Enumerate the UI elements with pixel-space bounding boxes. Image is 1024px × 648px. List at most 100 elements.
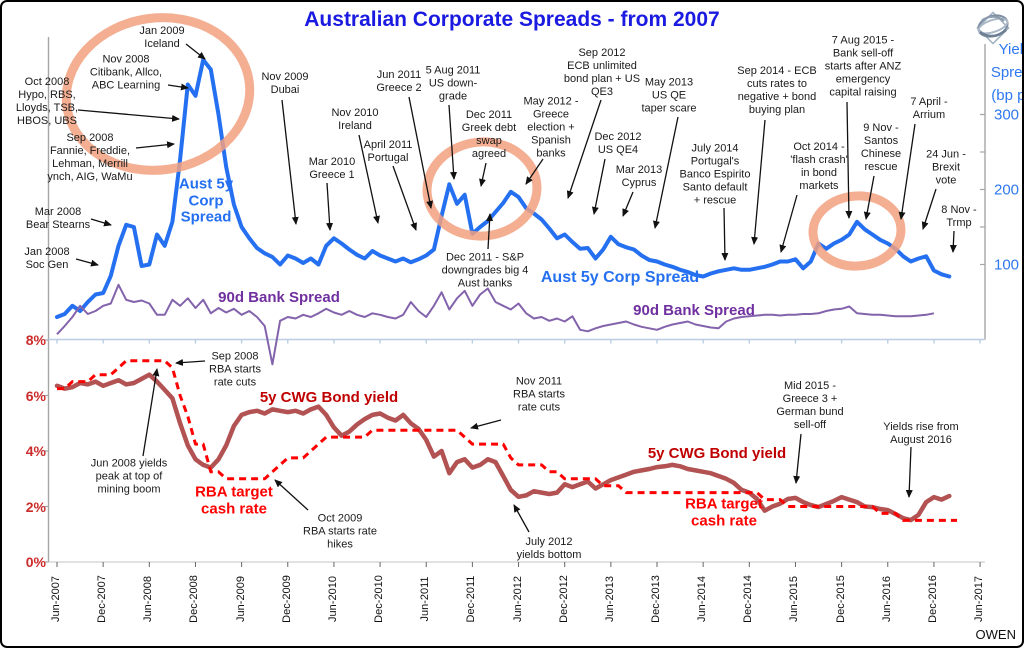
x-axis-label: Dec-2009 bbox=[280, 575, 293, 623]
right-axis-title-line1: Yield bbox=[998, 41, 1024, 58]
annotation: 7 April - Arrium bbox=[910, 96, 948, 121]
x-axis-label: Jun-2008 bbox=[142, 576, 155, 622]
right-axis-title-line2: Spread bbox=[990, 64, 1023, 81]
series-aust-5y-corp-spread bbox=[55, 57, 952, 319]
annotation-arrow bbox=[274, 479, 309, 511]
annotation: July 2014 Portugal's Banco Espirito Sant… bbox=[679, 142, 751, 207]
annotation: Yields rise from August 2016 bbox=[883, 421, 959, 446]
x-axis-label: Jun-2007 bbox=[50, 576, 62, 622]
annotation-arrow bbox=[525, 158, 544, 185]
left-axis-label: 4% bbox=[25, 443, 46, 459]
x-axis-label: Jun-2011 bbox=[419, 576, 432, 622]
annotation-arrow bbox=[90, 218, 112, 227]
annotation: Sep 2014 - ECB cuts rates to negative + … bbox=[737, 65, 817, 116]
annotation-arrow bbox=[167, 83, 189, 91]
annotation-arrow bbox=[779, 194, 798, 253]
annotation-arrow bbox=[392, 165, 417, 231]
annotation-arrow bbox=[905, 446, 913, 498]
x-axis-label: Jun-2017 bbox=[973, 576, 986, 622]
series-label: RBA target cash rate bbox=[685, 495, 763, 529]
annotation-arrow bbox=[479, 162, 487, 187]
annotation-arrow bbox=[622, 191, 634, 217]
annotation: Oct 2008 Hypo, RBS, Lloyds, TSB, HBOS, U… bbox=[15, 76, 79, 127]
annotation: 7 Aug 2015 - Bank sell-off starts after … bbox=[824, 34, 902, 99]
annotation: May 2012 - Greece election + Spanish ban… bbox=[523, 95, 579, 160]
x-axis-label: Dec-2014 bbox=[742, 575, 755, 623]
series-label: 90d Bank Spread bbox=[218, 288, 340, 306]
annotation: Jun 2011 Greece 2 bbox=[376, 69, 422, 94]
annotation: Dec 2012 US QE4 bbox=[594, 131, 642, 156]
annotation: Sep 2008 Fannie, Freddie, Lehman, Merril… bbox=[47, 132, 133, 183]
annotation-arrow bbox=[448, 104, 458, 180]
series-label: 5y CWG Bond yield bbox=[647, 444, 787, 462]
annotation-arrow bbox=[721, 207, 729, 261]
series-5y-cwg-bond-yield bbox=[54, 372, 952, 523]
x-axis-label: Dec-2013 bbox=[650, 575, 662, 623]
annotation-arrow bbox=[135, 141, 175, 149]
annotation: Mar 2010 Greece 1 bbox=[308, 156, 356, 181]
annotation: Jan 2009 Iceland bbox=[139, 25, 185, 50]
x-axis-label: Dec-2015 bbox=[834, 575, 847, 623]
annotation-arrow bbox=[408, 96, 434, 209]
right-axis-label: 300 bbox=[994, 106, 1020, 123]
x-axis-label: Jun-2012 bbox=[511, 576, 524, 622]
x-axis-label: Jun-2015 bbox=[788, 576, 801, 622]
author-watermark: OWEN bbox=[975, 627, 1016, 642]
annotation-arrow bbox=[863, 175, 875, 220]
left-axis-label: 8% bbox=[25, 332, 46, 348]
right-axis-title-line3: (bp pa) bbox=[991, 87, 1022, 104]
annotation-arrow bbox=[566, 99, 602, 199]
right-axis-label: 200 bbox=[994, 181, 1020, 198]
annotation-arrow bbox=[793, 433, 802, 484]
annotation-arrow bbox=[751, 119, 766, 245]
annotation: Mar 2008 Bear Stearns bbox=[25, 206, 91, 231]
annotation: Nov 2010 Ireland bbox=[331, 107, 379, 132]
annotation: Nov 2008 Citibank, Allco, ABC Learning bbox=[89, 53, 163, 92]
annotation: Nov 2011 RBA starts rate cuts bbox=[513, 375, 565, 414]
x-axis-label: Jun-2009 bbox=[234, 576, 247, 622]
page-title: Australian Corporate Spreads - from 2007 bbox=[304, 8, 720, 31]
annotation-arrow bbox=[591, 158, 606, 215]
left-axis-label: 0% bbox=[25, 554, 46, 570]
x-axis-label: Dec-2007 bbox=[96, 575, 109, 623]
annotation-arrow bbox=[898, 123, 916, 220]
annotation: Dec 2011 Greek debt swap agreed bbox=[461, 109, 517, 160]
annotation-arrow bbox=[326, 182, 334, 231]
series-label: RBA target cash rate bbox=[195, 483, 273, 517]
left-axis-label: 6% bbox=[25, 387, 46, 404]
x-axis-label: Dec-2008 bbox=[188, 575, 201, 623]
annotation: April 2011 Portugal bbox=[363, 139, 413, 164]
annotation-arrow bbox=[142, 368, 160, 457]
annotation-arrow bbox=[513, 504, 530, 533]
x-axis-label: Jun-2016 bbox=[880, 576, 893, 622]
annotation-arrow bbox=[185, 43, 206, 60]
annotation-arrow bbox=[175, 359, 206, 367]
x-axis-label: Dec-2010 bbox=[373, 575, 386, 623]
series-rba-target-cash-rate bbox=[57, 359, 957, 522]
annotation-arrow bbox=[921, 188, 937, 230]
annotation: Sep 2008 RBA starts rate cuts bbox=[209, 350, 261, 389]
globe-swirl-logo bbox=[976, 11, 1010, 45]
annotation-arrow bbox=[77, 109, 180, 122]
annotation: 5 Aug 2011 US down- grade bbox=[425, 64, 481, 103]
x-axis-label: Dec-2012 bbox=[557, 575, 570, 623]
annotation: Oct 2014 - 'flash crash' in bond markets bbox=[790, 141, 848, 192]
highlight-ellipse bbox=[808, 191, 906, 271]
highlight-ellipse bbox=[422, 137, 542, 241]
series-label: 90d Bank Spread bbox=[633, 301, 755, 319]
left-axis-label: 2% bbox=[25, 498, 46, 515]
right-axis-label: 100 bbox=[994, 256, 1020, 273]
annotation: Dec 2011 - S&P downgrades big 4 Aust ban… bbox=[441, 251, 529, 290]
annotation: 9 Nov - Santos Chinese rescue bbox=[860, 122, 902, 173]
x-axis-label: Dec-2011 bbox=[465, 575, 478, 623]
annotation-arrow bbox=[358, 134, 380, 224]
x-axis-label: Jun-2010 bbox=[326, 576, 339, 622]
annotation: Mar 2013 Cyprus bbox=[615, 164, 663, 189]
series-90d-bank-spread bbox=[56, 283, 935, 366]
x-axis-label: Jun-2014 bbox=[696, 576, 709, 622]
annotation: Nov 2009 Dubai bbox=[261, 71, 309, 96]
annotation-arrow bbox=[845, 101, 853, 219]
series-label: Aust 5y Corp Spread bbox=[178, 175, 234, 226]
